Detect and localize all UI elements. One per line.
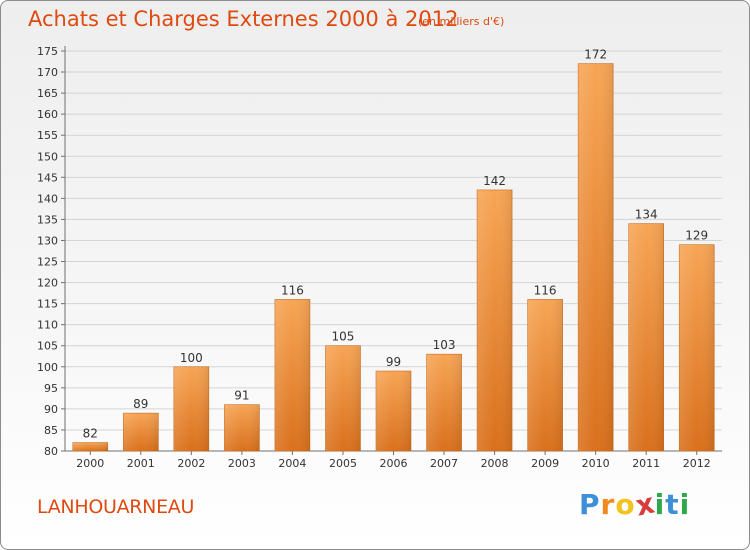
bar-shade-2002 — [173, 366, 209, 451]
y-tick-label: 120 — [37, 277, 58, 290]
data-label: 89 — [133, 397, 148, 411]
data-label: 91 — [234, 389, 249, 403]
y-tick-label: 130 — [37, 234, 58, 247]
data-labels: 82 89 100 91 116 105 99 103 142 116 172 134 129 — [83, 48, 709, 441]
bar-shade-2008 — [477, 189, 513, 451]
data-label: 116 — [281, 283, 304, 297]
x-tick-label: 2006 — [380, 457, 408, 470]
data-label: 100 — [180, 351, 203, 365]
y-tick-label: 80 — [44, 445, 58, 458]
y-tick-label: 115 — [37, 298, 58, 311]
y-tick-label: 105 — [37, 340, 58, 353]
data-label: 99 — [386, 355, 401, 369]
commune-name: LANHOUARNEAU — [37, 496, 195, 518]
y-tick-label: 100 — [37, 361, 58, 374]
data-label: 142 — [483, 174, 506, 188]
bars — [72, 63, 715, 452]
y-tick-label: 155 — [37, 129, 58, 142]
logo-letter: i — [654, 488, 666, 521]
x-tick-label: 2005 — [329, 457, 357, 470]
proxiti-logo: Proxiti — [579, 486, 691, 522]
x-tick-label: 2010 — [582, 457, 610, 470]
logo-letter: r — [600, 488, 616, 521]
data-label: 116 — [534, 283, 557, 297]
bar-shade-2009 — [527, 299, 563, 451]
logo-letter: P — [579, 488, 601, 521]
y-tick-label: 95 — [44, 382, 58, 395]
x-tick-label: 2008 — [481, 457, 509, 470]
x-tick-label: 2004 — [278, 457, 306, 470]
chart-unit-label: (en milliers d'€) — [418, 15, 505, 28]
x-tick-label: 2000 — [76, 457, 104, 470]
bar-shade-2010 — [578, 63, 614, 451]
logo-letter: i — [679, 488, 691, 521]
x-tick-label: 2011 — [632, 457, 660, 470]
bar-shade-2001 — [123, 413, 159, 451]
bar-shade-2012 — [679, 244, 715, 451]
bar-shade-2000 — [72, 442, 108, 451]
x-tick-label: 2012 — [683, 457, 711, 470]
y-tick-label: 150 — [37, 150, 58, 163]
bar-shade-2006 — [376, 371, 411, 451]
logo-letter: o — [615, 488, 636, 521]
y-tick-label: 135 — [37, 213, 58, 226]
y-tick-label: 165 — [37, 87, 58, 100]
logo-letter: t — [665, 488, 680, 521]
data-label: 172 — [584, 48, 607, 62]
x-tick-label: 2003 — [228, 457, 256, 470]
axes: 80 85 90 95 100 105 110 115 120 125 130 135 140 145 15… — [37, 45, 722, 470]
bar-shade-2011 — [628, 223, 664, 451]
data-label: 103 — [433, 338, 456, 352]
y-tick-label: 90 — [44, 403, 58, 416]
data-label: 134 — [635, 208, 658, 222]
x-tick-label: 2009 — [531, 457, 559, 470]
y-tick-label: 175 — [37, 45, 58, 58]
y-tick-label: 125 — [37, 256, 58, 269]
y-tick-label: 110 — [37, 319, 58, 332]
x-tick-label: 2002 — [177, 457, 205, 470]
bar-shade-2003 — [224, 404, 260, 451]
y-tick-label: 145 — [37, 171, 58, 184]
data-label: 129 — [685, 229, 708, 243]
x-tick-label: 2007 — [430, 457, 458, 470]
data-label: 82 — [83, 427, 98, 441]
x-tick-label: 2001 — [127, 457, 155, 470]
data-label: 105 — [332, 330, 355, 344]
chart-title: Achats et Charges Externes 2000 à 2012 — [28, 7, 459, 31]
y-tick-label: 85 — [44, 424, 58, 437]
bar-shade-2007 — [426, 354, 462, 451]
y-tick-label: 140 — [37, 192, 58, 205]
y-tick-label: 170 — [37, 66, 58, 79]
y-tick-label: 160 — [37, 108, 58, 121]
bar-shade-2004 — [274, 299, 310, 451]
bar-shade-2005 — [325, 345, 361, 451]
